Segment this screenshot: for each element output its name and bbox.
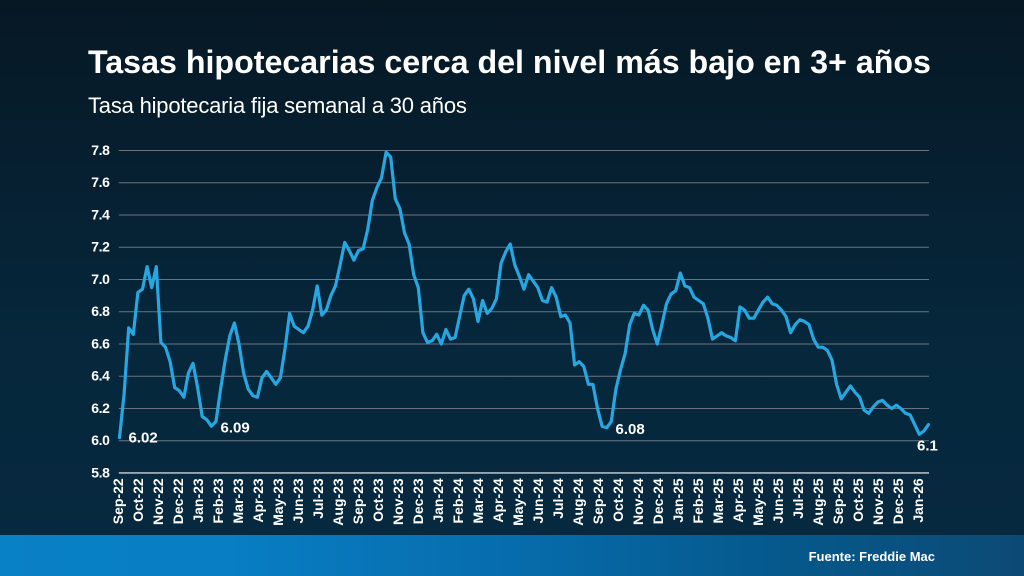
svg-text:6.4: 6.4 [91,368,110,384]
svg-text:Jan-25: Jan-25 [670,478,686,523]
svg-text:7.2: 7.2 [91,239,110,255]
svg-text:Tasa hipotecaria fija semanal: Tasa hipotecaria fija semanal a 30 años [88,93,467,118]
svg-text:7.8: 7.8 [91,142,110,158]
svg-text:Apr-23: Apr-23 [250,478,266,523]
svg-text:Mar-25: Mar-25 [710,478,726,523]
svg-text:Oct-25: Oct-25 [850,478,866,522]
svg-text:Sep-22: Sep-22 [110,478,126,524]
svg-text:Dec-25: Dec-25 [890,478,906,524]
svg-text:6.8: 6.8 [91,303,110,319]
svg-text:6.0: 6.0 [91,432,110,448]
svg-text:7.0: 7.0 [91,271,110,287]
svg-text:May-25: May-25 [750,478,766,526]
svg-text:Dec-23: Dec-23 [410,478,426,524]
svg-text:Jun-23: Jun-23 [290,478,306,523]
svg-text:6.08: 6.08 [616,421,645,438]
svg-text:Oct-22: Oct-22 [130,478,146,522]
svg-text:Nov-25: Nov-25 [870,478,886,525]
svg-text:Nov-22: Nov-22 [150,478,166,525]
svg-text:Aug-24: Aug-24 [570,478,586,526]
svg-text:6.02: 6.02 [129,430,158,447]
svg-text:Dec-24: Dec-24 [650,478,666,524]
svg-text:Jan-26: Jan-26 [910,478,926,523]
svg-text:Sep-25: Sep-25 [830,478,846,524]
svg-text:7.4: 7.4 [91,206,110,222]
svg-text:5.8: 5.8 [91,464,110,480]
svg-text:Apr-25: Apr-25 [730,478,746,523]
svg-text:Sep-24: Sep-24 [590,478,606,524]
svg-text:Feb-23: Feb-23 [210,478,226,523]
svg-text:Oct-24: Oct-24 [610,478,626,522]
svg-text:Fuente: Freddie Mac: Fuente: Freddie Mac [809,549,935,564]
svg-text:Aug-25: Aug-25 [810,478,826,526]
svg-text:Jan-24: Jan-24 [430,478,446,523]
svg-text:6.1: 6.1 [917,437,938,454]
svg-text:Oct-23: Oct-23 [370,478,386,522]
svg-text:Sep-23: Sep-23 [350,478,366,524]
svg-text:Jul-24: Jul-24 [550,478,566,519]
svg-text:Nov-24: Nov-24 [630,478,646,525]
svg-text:7.6: 7.6 [91,174,110,190]
svg-text:Feb-24: Feb-24 [450,478,466,523]
svg-text:Jun-24: Jun-24 [530,478,546,523]
svg-text:6.6: 6.6 [91,335,110,351]
svg-text:6.09: 6.09 [221,419,250,436]
svg-text:May-24: May-24 [510,478,526,526]
svg-text:6.2: 6.2 [91,400,110,416]
svg-text:Dec-22: Dec-22 [170,478,186,524]
svg-text:Feb-25: Feb-25 [690,478,706,523]
svg-text:Jul-25: Jul-25 [790,478,806,519]
svg-text:Tasas hipotecarias cerca del n: Tasas hipotecarias cerca del nivel más b… [88,44,931,80]
svg-text:Nov-23: Nov-23 [390,478,406,525]
svg-text:Jan-23: Jan-23 [190,478,206,523]
svg-text:Jun-25: Jun-25 [770,478,786,523]
svg-text:Mar-24: Mar-24 [470,478,486,523]
svg-text:Apr-24: Apr-24 [490,478,506,523]
svg-text:Aug-23: Aug-23 [330,478,346,526]
svg-text:Mar-23: Mar-23 [230,478,246,523]
svg-text:Jul-23: Jul-23 [310,478,326,519]
svg-text:May-23: May-23 [270,478,286,526]
